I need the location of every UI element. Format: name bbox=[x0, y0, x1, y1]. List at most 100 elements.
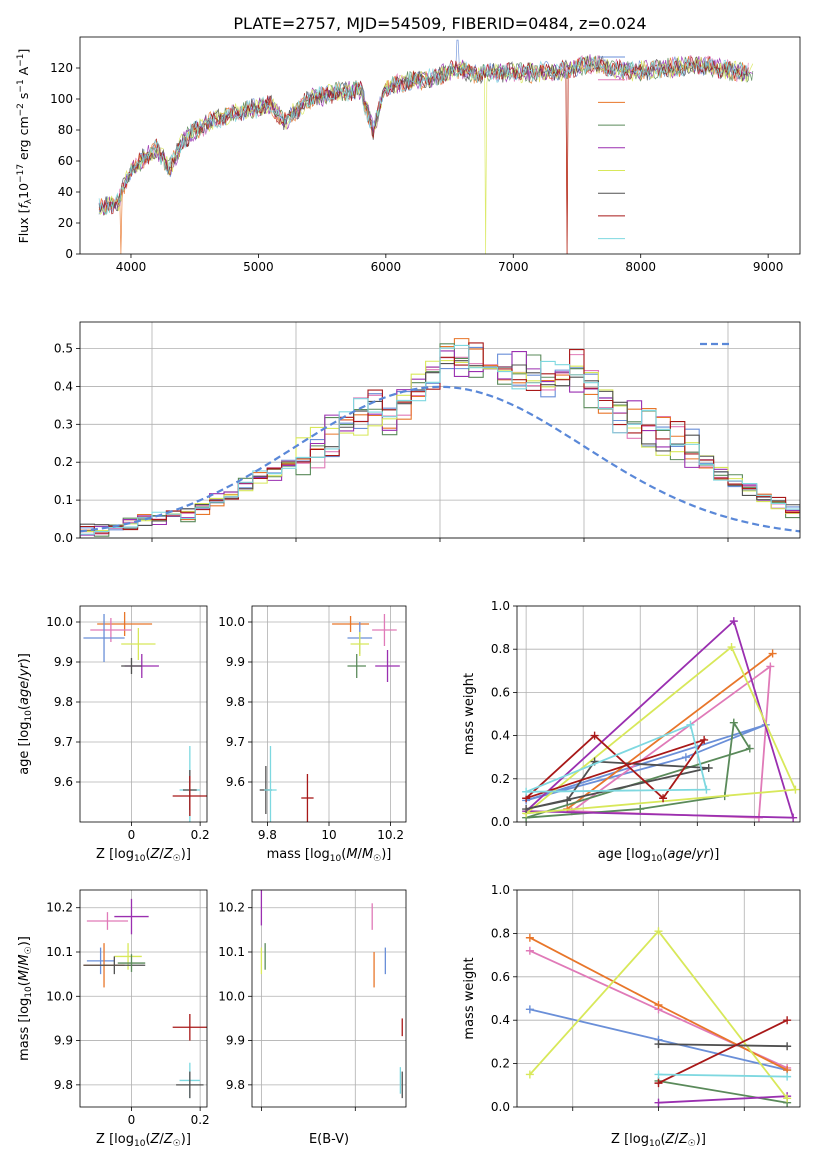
weight-vs-Z-ytick-label: 0.8 bbox=[491, 926, 510, 940]
residuals-ytick-label: 0.1 bbox=[54, 493, 73, 507]
weight-marker bbox=[654, 1098, 663, 1107]
weight-marker bbox=[791, 785, 800, 794]
errorbar-point bbox=[86, 947, 115, 975]
weight-series-kroupa-elodie bbox=[523, 645, 797, 815]
age-vs-Z-ytick-label: 9.8 bbox=[54, 695, 73, 709]
age-vs-Z-ytick-label: 9.6 bbox=[54, 775, 73, 789]
mass-vs-ebv-plot-area bbox=[260, 890, 403, 1099]
weight-vs-age-plot-area bbox=[522, 617, 800, 822]
spectrum-ytick-label: 20 bbox=[58, 216, 73, 230]
weight-marker bbox=[654, 1079, 663, 1088]
mass-vs-Z-plot-area bbox=[83, 898, 207, 1099]
age-vs-mass-panel: 9.8 10 10.2 9.6 9.7 9.8 9.9 10.0 mass [log10(M/M… bbox=[218, 605, 407, 864]
spectrum-series-chabrier-stelib bbox=[98, 55, 749, 213]
weight-marker bbox=[783, 1094, 792, 1103]
weight-vs-Z-ytick-label: 0.2 bbox=[491, 1057, 510, 1071]
weight-marker bbox=[789, 813, 798, 822]
age-vs-Z-plot-area bbox=[83, 612, 207, 822]
spectrum-plot-area bbox=[98, 39, 754, 254]
mass-vs-Z-ytick-label: 10.0 bbox=[46, 989, 73, 1003]
weight-vs-Z-ytick-label: 0.4 bbox=[491, 1013, 510, 1027]
spectrum-xtick-label: 8000 bbox=[625, 260, 656, 274]
weight-marker bbox=[654, 1040, 663, 1049]
weight-marker bbox=[729, 718, 738, 727]
errorbar-point bbox=[301, 774, 314, 822]
errorbar-point bbox=[176, 1071, 204, 1099]
weight-marker bbox=[525, 1070, 534, 1079]
histogram-kroupa-stelib bbox=[80, 344, 800, 538]
histogram-salpeter-elodie bbox=[80, 350, 800, 538]
age-vs-mass-plot-area bbox=[259, 614, 400, 822]
errorbar-point bbox=[83, 956, 146, 975]
weight-marker bbox=[783, 1016, 792, 1025]
mass-vs-ebv-ytick-label: 9.9 bbox=[226, 1034, 245, 1048]
age-vs-Z-xtick-label: 0 bbox=[128, 828, 136, 842]
spectrum-xtick-label: 9000 bbox=[753, 260, 784, 274]
weight-vs-Z-xlabel: Z [log10(Z/Z☉)] bbox=[611, 1132, 706, 1149]
errorbar-point bbox=[375, 650, 400, 682]
weight-vs-Z-ytick-label: 1.0 bbox=[491, 883, 510, 897]
errorbar-point bbox=[172, 1014, 207, 1041]
errorbar-point bbox=[86, 912, 129, 930]
weight-vs-Z-ytick-label: 0.6 bbox=[491, 970, 510, 984]
weight-series-chabrier-miles bbox=[525, 723, 767, 802]
residuals-panel: 0.0 0.1 0.2 0.3 0.4 0.5 bbox=[54, 321, 801, 545]
age-vs-Z-ytick-label: 9.9 bbox=[54, 655, 73, 669]
age-vs-mass-ytick-label: 9.6 bbox=[226, 775, 245, 789]
weight-vs-Z-plot-area bbox=[525, 927, 792, 1107]
weight-marker bbox=[729, 617, 738, 626]
weight-series-salpeter-stelib bbox=[658, 1019, 788, 1084]
weight-marker bbox=[525, 933, 534, 942]
weight-vs-age-ytick-label: 0.8 bbox=[491, 642, 510, 656]
mass-vs-Z-ytick-label: 9.8 bbox=[54, 1078, 73, 1092]
residuals-ytick-label: 0.0 bbox=[54, 531, 73, 545]
errorbar-point bbox=[264, 746, 277, 822]
weight-series-kroupa-miles bbox=[566, 652, 774, 810]
weight-vs-age-panel: 0.0 0.2 0.4 0.6 0.8 1.0 age [log10(age/yr)] mas… bbox=[462, 599, 801, 864]
weight-marker bbox=[522, 787, 531, 796]
age-vs-mass-ytick-label: 9.9 bbox=[226, 655, 245, 669]
errorbar-point bbox=[97, 612, 153, 636]
weight-marker bbox=[654, 1001, 663, 1010]
residuals-ytick-label: 0.2 bbox=[54, 455, 73, 469]
weight-vs-Z-frame bbox=[516, 889, 801, 1108]
errorbar-point bbox=[121, 658, 142, 674]
mass-vs-Z-xtick-label: 0 bbox=[128, 1113, 136, 1127]
age-vs-Z-panel: 0 0.2 9.6 9.7 9.8 9.9 10.0 Z [log10(Z/Z☉)] age [… bbox=[17, 605, 210, 864]
weight-marker bbox=[783, 1042, 792, 1051]
weight-marker bbox=[525, 946, 534, 955]
histogram-chabrier-miles bbox=[80, 346, 800, 538]
weight-marker bbox=[768, 649, 777, 658]
spectrum-ytick-label: 60 bbox=[58, 154, 73, 168]
weight-marker bbox=[636, 805, 645, 814]
mass-vs-Z-ytick-label: 10.1 bbox=[46, 945, 73, 959]
age-vs-Z-frame bbox=[79, 605, 208, 823]
weight-vs-age-ytick-label: 0.6 bbox=[491, 685, 510, 699]
errorbar-point bbox=[121, 628, 156, 660]
spectrum-ytick-label: 100 bbox=[50, 92, 73, 106]
weight-marker bbox=[659, 794, 668, 803]
residuals-frame bbox=[79, 321, 801, 539]
weight-marker bbox=[525, 1005, 534, 1014]
weight-marker bbox=[783, 1072, 792, 1081]
age-vs-mass-xlabel: mass [log10(M/M☉)] bbox=[267, 847, 392, 864]
weight-vs-age-xlabel: age [log10(age/yr)] bbox=[598, 847, 720, 864]
weight-vs-age-ylabel: mass weight bbox=[462, 673, 477, 755]
weight-marker bbox=[700, 735, 709, 744]
weight-marker bbox=[745, 744, 754, 753]
age-vs-Z-ylabel: age [log10(age/yr)] bbox=[17, 653, 34, 775]
weight-marker bbox=[727, 643, 736, 652]
weight-vs-age-ytick-label: 0.4 bbox=[491, 729, 510, 743]
spectrum-ylabel: Flux [fλ10−17 erg cm−2 s−1 A−1] bbox=[16, 49, 34, 244]
errorbar-point bbox=[332, 616, 370, 632]
mass-vs-Z-ytick-label: 10.2 bbox=[46, 901, 73, 915]
spectrum-panel: 4000 5000 6000 7000 8000 9000 0 20 40 60 80 100 120 F… bbox=[16, 36, 801, 274]
weight-marker bbox=[654, 1070, 663, 1079]
mass-vs-ebv-ytick-label: 9.8 bbox=[226, 1078, 245, 1092]
histogram-chabrier-stelib bbox=[80, 360, 800, 538]
age-vs-Z-ytick-label: 10.0 bbox=[46, 615, 73, 629]
spectrum-xtick-label: 6000 bbox=[371, 260, 402, 274]
spectrum-frame bbox=[79, 36, 801, 255]
mass-vs-ebv-frame bbox=[251, 889, 407, 1108]
weight-series-chabrier-stelib bbox=[658, 1043, 788, 1048]
